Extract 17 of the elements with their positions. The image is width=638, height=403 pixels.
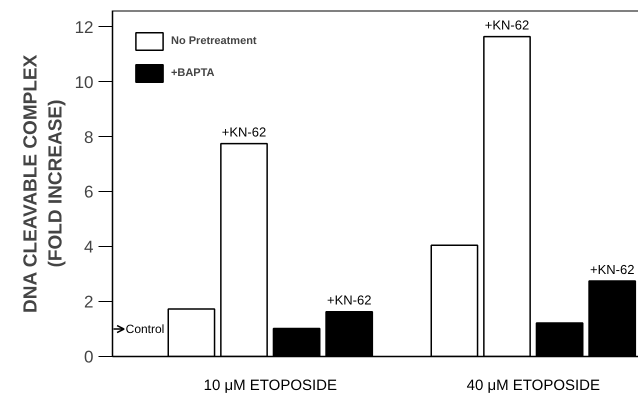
text: 40 μM ETOPOSIDE [466,377,600,394]
data-label: +KN-62 [222,124,266,140]
y-tick-label: 12 [74,18,94,37]
legend-label: No Pretreatment [171,35,257,47]
y-tick-label: 2 [84,292,94,312]
y-tick-label: 4 [84,238,94,257]
legend-label: +BAPTA [171,67,214,79]
y-tick-label: 6 [84,182,94,202]
annotation: Control [126,322,164,336]
y-axis-title: DNA CLEAVABLE COMPLEX (FOLD INCREASE) [20,54,67,313]
data-label: +KN-62 [484,18,530,33]
data-label: +KN-62 [590,262,634,277]
y-tick-label: 10 [74,72,94,92]
y-tick-label: 8 [84,128,94,147]
y-tick-label: 0 [84,348,94,366]
text: 10 μM ETOPOSIDE [204,377,338,394]
data-label: +KN-62 [326,292,372,308]
